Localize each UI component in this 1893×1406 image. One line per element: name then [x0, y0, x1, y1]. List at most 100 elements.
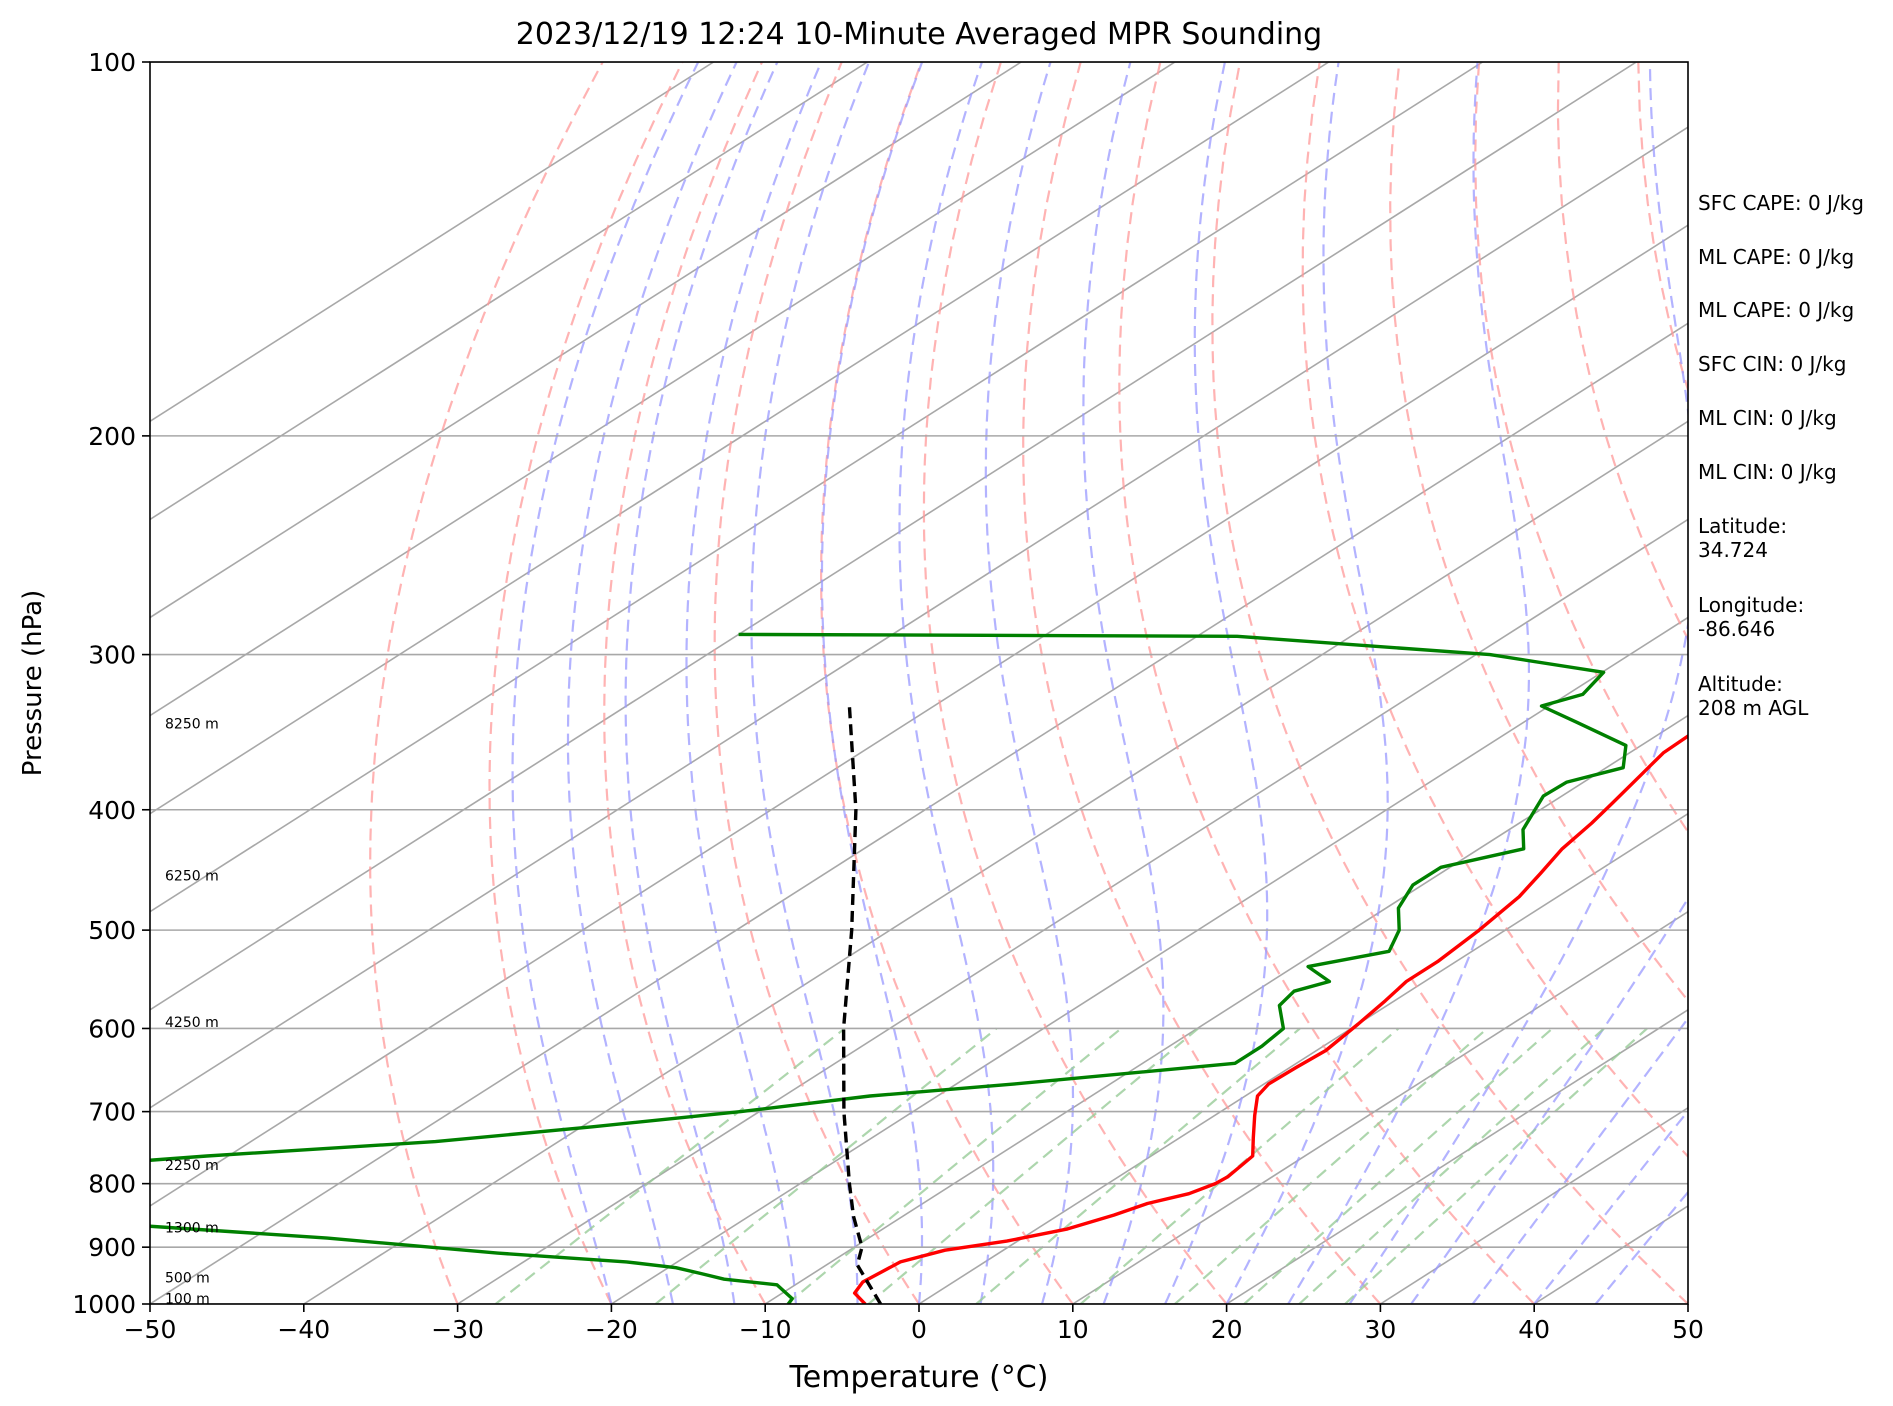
stat-ml-cin: ML CIN: 0 J/kg	[1698, 406, 1837, 430]
mixing-ratio-line	[1344, 1027, 1648, 1304]
stat-sfc-cin: SFC CIN: 0 J/kg	[1698, 352, 1847, 376]
dry-adiabat-line	[1211, 62, 1688, 1304]
height-label: 500 m	[165, 1270, 210, 1286]
isotherm-line	[610, 616, 1688, 1304]
moist-adiabat-line	[898, 62, 995, 1304]
y-tick-label: 600	[88, 1014, 136, 1043]
moist-adiabat-line	[984, 62, 1075, 1304]
y-axis-ticks: 100 200 300 400 500 600 700 800 900 1000	[72, 48, 150, 1319]
mixing-ratio-line	[1298, 1027, 1605, 1304]
y-tick-label: 300	[88, 641, 136, 670]
height-label: 1300 m	[165, 1221, 219, 1237]
stat-ml-cape-2: ML CAPE: 0 J/kg	[1698, 298, 1855, 322]
longitude-label: Longitude:	[1698, 593, 1805, 617]
moist-adiabat-line	[820, 62, 924, 1304]
isotherm-line	[150, 62, 1330, 815]
isotherm-line	[457, 518, 1688, 1304]
y-tick-label: 800	[88, 1170, 136, 1199]
x-tick-label: 0	[911, 1315, 927, 1344]
y-tick-label: 700	[88, 1098, 136, 1127]
x-tick-label: −40	[277, 1315, 330, 1344]
x-tick-label: −10	[739, 1315, 792, 1344]
isotherm-line	[150, 62, 1483, 913]
isotherm-line	[303, 420, 1688, 1304]
y-tick-label: 500	[88, 916, 136, 945]
height-labels: 100 m 500 m 1300 m 2250 m 4250 m 6250 m 8250 m	[165, 717, 219, 1308]
isotherm-line	[150, 224, 1688, 1207]
mixing-ratio-line	[867, 1027, 1199, 1304]
dry-adiabat-line	[922, 62, 1228, 1304]
dewpoint-line	[150, 632, 1628, 1304]
stat-ml-cin-2: ML CIN: 0 J/kg	[1698, 460, 1837, 484]
x-tick-label: 40	[1518, 1315, 1550, 1344]
dry-adiabat-line	[1301, 62, 1688, 1159]
y-tick-label: 100	[88, 48, 136, 77]
y-tick-label: 200	[88, 422, 136, 451]
dry-adiabat-line	[819, 62, 1074, 1304]
isotherm-line	[150, 322, 1688, 1304]
temperature-line	[852, 734, 1688, 1304]
dry-adiabat-line	[1022, 62, 1382, 1304]
isotherm-line	[150, 62, 1637, 1011]
moist-adiabat-line	[685, 62, 823, 1304]
plot-frame	[149, 61, 1689, 1305]
x-tick-label: 10	[1057, 1315, 1089, 1344]
moist-adiabat-line	[1348, 62, 1688, 1304]
isotherm-line	[150, 62, 1176, 717]
isotherm-line	[1226, 1008, 1688, 1304]
height-label: 6250 m	[165, 869, 219, 885]
height-label: 8250 m	[165, 717, 219, 733]
dry-adiabat-line	[1389, 62, 1688, 1003]
data-lines	[150, 632, 1688, 1304]
dry-adiabat-line	[713, 62, 920, 1304]
moist-adiabat-line	[1082, 62, 1165, 1304]
latitude-label: Latitude:	[1698, 514, 1788, 538]
isotherm-line	[764, 714, 1688, 1304]
dry-adiabat-line	[369, 62, 604, 1304]
stat-ml-cape: ML CAPE: 0 J/kg	[1698, 245, 1855, 269]
latitude-value: 34.724	[1698, 538, 1768, 562]
y-tick-label: 1000	[72, 1290, 136, 1319]
isotherm-line	[150, 62, 714, 423]
x-tick-label: 30	[1364, 1315, 1396, 1344]
dry-adiabat-line	[1877, 62, 1893, 1304]
dry-adiabat-line	[603, 62, 767, 1304]
altitude-value: 208 m AGL	[1698, 696, 1809, 720]
mixing-ratio-line	[975, 1027, 1301, 1304]
x-tick-label: −30	[431, 1315, 484, 1344]
isotherm-line	[1072, 910, 1688, 1304]
isotherm-line	[918, 812, 1688, 1304]
x-tick-label: −20	[585, 1315, 638, 1344]
height-label: 2250 m	[165, 1158, 219, 1174]
isotherm-line	[150, 62, 868, 521]
moist-adiabat-line	[1164, 62, 1269, 1304]
x-axis-ticks: −50 −40 −30 −20 −10 0 10 20 30 40 50	[124, 1304, 1704, 1344]
moist-adiabat-line	[624, 62, 779, 1304]
height-label: 4250 m	[165, 1015, 219, 1031]
parcel-line	[841, 705, 883, 1304]
dry-adiabat-line	[1118, 62, 1535, 1304]
height-label: 100 m	[165, 1292, 210, 1308]
x-tick-label: 50	[1672, 1315, 1704, 1344]
mixing-ratio-line	[1079, 1027, 1400, 1304]
moist-adiabat-line	[511, 62, 700, 1304]
moist-adiabat-line	[566, 62, 738, 1304]
moist-adiabat-line	[1287, 62, 1530, 1304]
mixing-ratio-line	[1174, 1027, 1488, 1304]
x-tick-label: 20	[1211, 1315, 1243, 1344]
dry-adiabat-line	[488, 62, 684, 1304]
y-tick-label: 400	[88, 796, 136, 825]
longitude-value: -86.646	[1698, 617, 1776, 641]
isotherm-line	[150, 126, 1688, 1109]
chart-title: 2023/12/19 12:24 10-Minute Averaged MPR …	[516, 17, 1322, 52]
moist-adiabat-line	[750, 62, 871, 1304]
background-lines	[150, 62, 1893, 1304]
x-tick-label: −50	[124, 1315, 177, 1344]
mixing-ratio-line	[786, 1027, 1122, 1304]
dry-adiabat-line	[1474, 62, 1688, 834]
y-axis-label: Pressure (hPa)	[18, 590, 48, 777]
altitude-label: Altitude:	[1698, 672, 1783, 696]
stat-sfc-cape: SFC CAPE: 0 J/kg	[1698, 191, 1864, 215]
x-axis-label: Temperature (°C)	[789, 1360, 1049, 1395]
